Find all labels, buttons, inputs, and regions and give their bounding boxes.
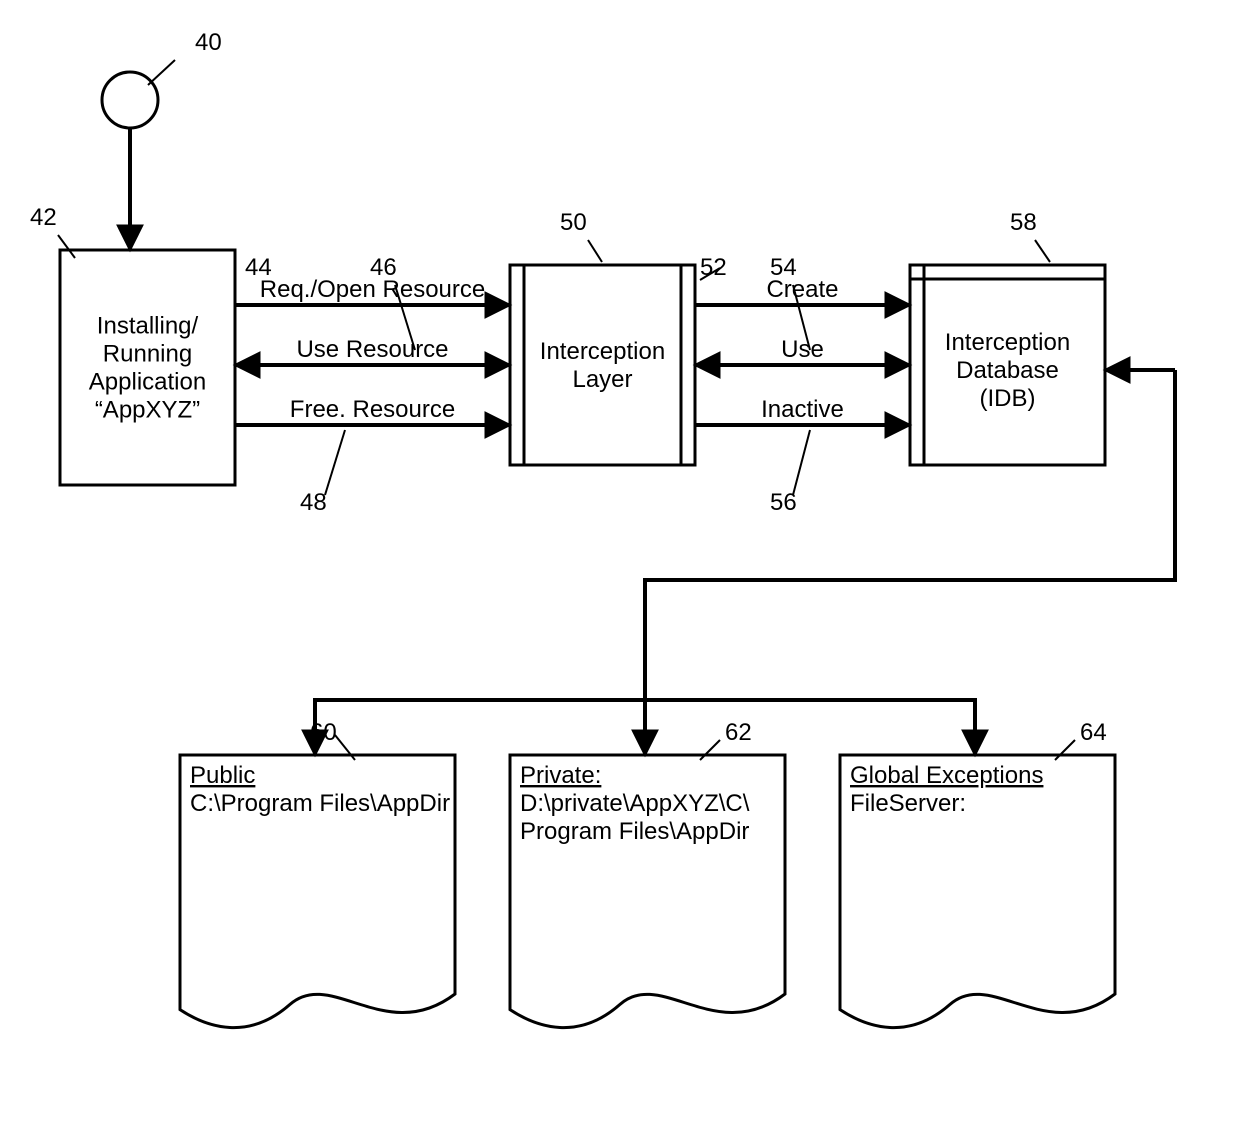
svg-text:40: 40 <box>195 29 222 56</box>
svg-text:44: 44 <box>245 254 272 281</box>
doc-title: Private: <box>520 762 601 789</box>
doc-title: Public <box>190 762 255 789</box>
ref-58: 58 <box>1010 209 1050 262</box>
ref-40: 40 <box>148 29 222 85</box>
node-text: Installing/ <box>97 313 199 340</box>
app-node: Installing/RunningApplication“AppXYZ” <box>60 250 235 485</box>
doc-line: C:\Program Files\AppDir <box>190 790 450 817</box>
svg-text:50: 50 <box>560 209 587 236</box>
node-text: (IDB) <box>980 385 1036 412</box>
edge-create: Create <box>695 276 910 305</box>
start-node <box>102 72 158 128</box>
doc-line: D:\private\AppXYZ\C\ <box>520 790 750 817</box>
svg-text:42: 42 <box>30 204 57 231</box>
ref-50: 50 <box>560 209 602 262</box>
ref-56: 56 <box>770 430 810 516</box>
ref-52: 52 <box>700 254 727 281</box>
edge-label: Use Resource <box>296 336 448 363</box>
svg-text:48: 48 <box>300 489 327 516</box>
ref-42: 42 <box>30 204 75 258</box>
node-text: “AppXYZ” <box>95 397 200 424</box>
edge-free-res: Free. Resource <box>235 396 510 425</box>
edge-label: Free. Resource <box>290 396 455 423</box>
svg-text:60: 60 <box>310 719 337 746</box>
svg-text:58: 58 <box>1010 209 1037 236</box>
ref-48: 48 <box>300 430 345 516</box>
public-doc: PublicC:\Program Files\AppDir <box>180 755 455 1028</box>
node-text: Running <box>103 341 192 368</box>
svg-text:54: 54 <box>770 254 797 281</box>
node-text: Database <box>956 357 1059 384</box>
node-text: Interception <box>540 338 665 365</box>
svg-text:64: 64 <box>1080 719 1107 746</box>
interception-layer-node: InterceptionLayer <box>510 265 695 465</box>
edge-use-res: Use Resource <box>235 336 510 365</box>
edge-label: Inactive <box>761 396 844 423</box>
node-text: Interception <box>945 329 1070 356</box>
node-text: Application <box>89 369 206 396</box>
global-doc: Global ExceptionsFileServer: <box>840 755 1115 1028</box>
edge-label: Use <box>781 336 824 363</box>
doc-line: Program Files\AppDir <box>520 818 749 845</box>
edge-branch-left <box>315 700 645 755</box>
edge-inactive: Inactive <box>695 396 910 425</box>
private-doc: Private:D:\private\AppXYZ\C\Program File… <box>510 755 785 1028</box>
idb-node: InterceptionDatabase(IDB) <box>910 265 1105 465</box>
edge-use: Use <box>695 336 910 365</box>
edge-branch-right <box>645 700 975 755</box>
doc-line: FileServer: <box>850 790 966 817</box>
doc-title: Global Exceptions <box>850 762 1043 789</box>
ref-44: 44 <box>245 254 272 281</box>
node-text: Layer <box>572 366 632 393</box>
svg-text:46: 46 <box>370 254 397 281</box>
svg-text:62: 62 <box>725 719 752 746</box>
